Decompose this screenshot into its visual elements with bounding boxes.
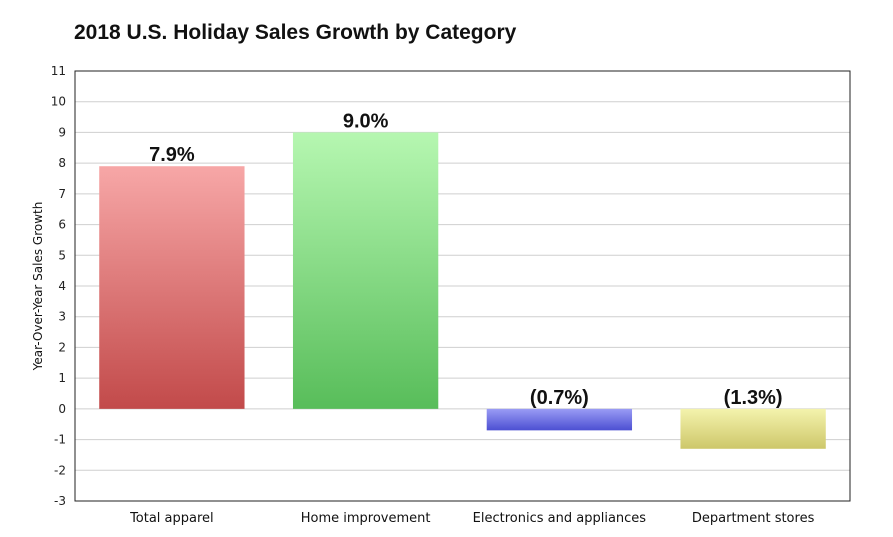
bar-total-apparel (99, 166, 245, 409)
y-axis-label: Year-Over-Year Sales Growth (31, 202, 45, 372)
x-category-label: Department stores (692, 511, 815, 526)
data-label: (1.3%) (724, 387, 783, 409)
data-label: (0.7%) (530, 387, 589, 409)
x-axis-categories: Total apparel Home improvement Electronics… (129, 511, 815, 526)
y-tick-label: 5 (58, 248, 66, 262)
data-label: 7.9% (149, 144, 195, 166)
plot-frame (74, 70, 851, 502)
data-label: 9.0% (343, 110, 389, 132)
x-category-label: Electronics and appliances (473, 511, 647, 526)
y-tick-label: 6 (58, 218, 66, 232)
y-tick-label: -2 (54, 463, 66, 477)
x-category-label: Total apparel (129, 511, 214, 526)
x-category-label: Home improvement (301, 511, 431, 526)
y-tick-label: 2 (58, 340, 66, 354)
y-tick-label: 1 (58, 371, 66, 385)
y-tick-label: 8 (58, 156, 66, 170)
y-tick-label: 9 (58, 125, 66, 139)
data-labels: 7.9% 9.0% (0.7%) (1.3%) (149, 110, 783, 408)
bar-department-stores (680, 408, 826, 449)
y-tick-label: 4 (58, 279, 66, 293)
bar-home-improvement (292, 132, 439, 409)
y-axis-ticks: -3 -2 -1 0 1 2 3 4 5 6 7 8 9 10 11 (51, 64, 66, 508)
y-tick-label: 0 (58, 402, 66, 416)
y-tick-label: 11 (51, 64, 66, 78)
bar-electronics-and-appliances (486, 408, 633, 431)
y-tick-label: 7 (58, 187, 66, 201)
y-tick-label: -3 (54, 494, 66, 508)
y-tick-label: -1 (54, 433, 66, 447)
y-tick-label: 10 (51, 95, 66, 109)
chart-title: 2018 U.S. Holiday Sales Growth by Catego… (74, 21, 517, 44)
bars (99, 132, 826, 449)
y-tick-label: 3 (58, 310, 66, 324)
